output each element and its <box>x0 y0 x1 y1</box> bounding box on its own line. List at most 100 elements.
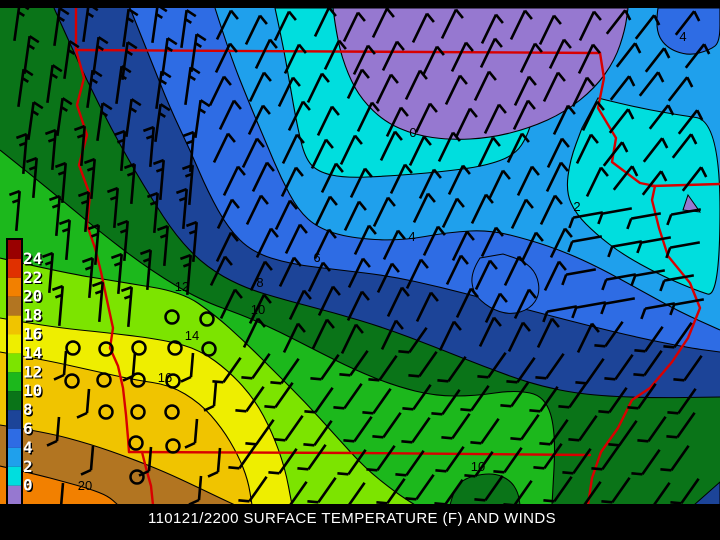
wind-barb <box>542 305 578 323</box>
wind-barb <box>641 170 668 196</box>
wind-barb <box>188 475 203 506</box>
wind-barb <box>317 285 341 316</box>
calm-wind-circle <box>165 373 181 389</box>
calm-wind-circle <box>96 372 112 388</box>
colorbar-label-shadow: 12 <box>24 364 43 383</box>
colorbar-segment-navy <box>8 410 21 429</box>
wind-barb <box>421 45 445 76</box>
wind-barb <box>212 132 236 163</box>
wind-barb <box>323 39 347 70</box>
wind-barb <box>633 349 663 377</box>
wind-barb <box>543 475 573 503</box>
wind-barb <box>376 262 400 293</box>
wind-barb <box>510 413 540 441</box>
colorbar-label-shadow: 16 <box>24 326 43 345</box>
wind-barb <box>313 6 337 37</box>
wind-barb <box>284 223 308 254</box>
wind-barb <box>627 382 657 410</box>
wind-barb <box>509 9 533 40</box>
wind-barb <box>282 322 306 353</box>
contour-label-20: 20 <box>78 478 92 493</box>
calm-wind-circle <box>65 340 81 356</box>
wind-barb <box>438 320 462 351</box>
wind-barb <box>536 317 560 348</box>
wind-barb <box>244 14 268 45</box>
colorbar-segment-sky <box>8 447 21 467</box>
wind-barb <box>414 102 438 133</box>
wind-barb <box>222 165 246 196</box>
colorbar-label-20: 20 <box>23 287 42 306</box>
wind-barb <box>382 229 406 260</box>
wind-barb <box>380 319 404 350</box>
wind-barb <box>441 412 471 440</box>
wind-barb <box>634 325 664 353</box>
wind-barb <box>346 68 370 99</box>
calm-wind-circle <box>167 340 183 356</box>
wind-barb <box>77 190 90 233</box>
colorbar-segment-cyan <box>8 466 21 486</box>
wind-barb <box>372 411 402 439</box>
wind-barb <box>53 7 70 46</box>
wind-barb <box>412 192 436 223</box>
wind-barb <box>288 289 312 320</box>
caption-bar <box>0 504 720 540</box>
wind-barb <box>637 415 667 443</box>
wind-barb <box>552 104 576 135</box>
colorbar-label-6: 6 <box>23 419 33 438</box>
wind-barb <box>106 186 119 229</box>
wind-barb <box>314 195 338 226</box>
wind-barb <box>408 135 432 166</box>
colorbar-segment-yellow <box>8 334 21 354</box>
contour-label-14: 14 <box>185 328 199 343</box>
wind-barb <box>542 71 566 102</box>
band-4-6-contour <box>214 7 720 331</box>
colorbar-segment-chartreuse <box>8 353 21 373</box>
calm-wind-circle <box>128 435 144 451</box>
wind-barb <box>581 100 605 131</box>
wind-barb <box>123 162 136 205</box>
wind-barb <box>571 301 607 319</box>
wind-barb <box>608 419 638 447</box>
colorbar-segment-darkgreen <box>8 391 21 411</box>
wind-barb <box>46 64 63 103</box>
colorbar-label-shadow: 6 <box>24 420 34 439</box>
colorbar-label-0: 0 <box>23 476 33 495</box>
wind-barb <box>248 293 272 324</box>
wind-barb <box>642 137 669 163</box>
wind-barb <box>184 66 201 105</box>
wind-barb <box>353 224 377 255</box>
wind-barb <box>375 73 399 104</box>
wind-barb <box>270 357 300 385</box>
wind-barb <box>640 302 676 320</box>
wind-barb <box>287 100 311 131</box>
calm-wind-circle <box>64 373 80 389</box>
wind-barb <box>303 419 333 447</box>
wind-barb <box>156 224 169 267</box>
wind-barb <box>395 449 425 477</box>
wind-barb <box>27 101 44 140</box>
wind-barb <box>122 8 139 47</box>
wind-barb <box>450 41 474 72</box>
wind-barb <box>304 386 334 414</box>
wind-barb <box>83 157 96 200</box>
wind-barb <box>516 165 540 196</box>
wind-barb <box>25 156 38 199</box>
colorbar-segment-royal <box>8 429 21 448</box>
wind-barb <box>506 132 530 163</box>
wind-barb <box>567 235 603 253</box>
wind-barb <box>207 447 222 478</box>
wind-barb <box>506 356 536 384</box>
wind-barb <box>636 236 672 254</box>
colorbar-label-shadow: 4 <box>24 439 34 458</box>
wind-barbs <box>8 2 711 513</box>
wind-barb <box>669 298 705 316</box>
wind-barb <box>612 165 639 191</box>
wind-barb <box>510 198 534 229</box>
wind-barb <box>648 104 675 130</box>
wind-barb <box>543 260 567 291</box>
wind-barb <box>594 320 624 348</box>
wind-barb <box>113 129 126 172</box>
wind-barb <box>63 40 80 79</box>
wind-barb <box>366 444 396 472</box>
